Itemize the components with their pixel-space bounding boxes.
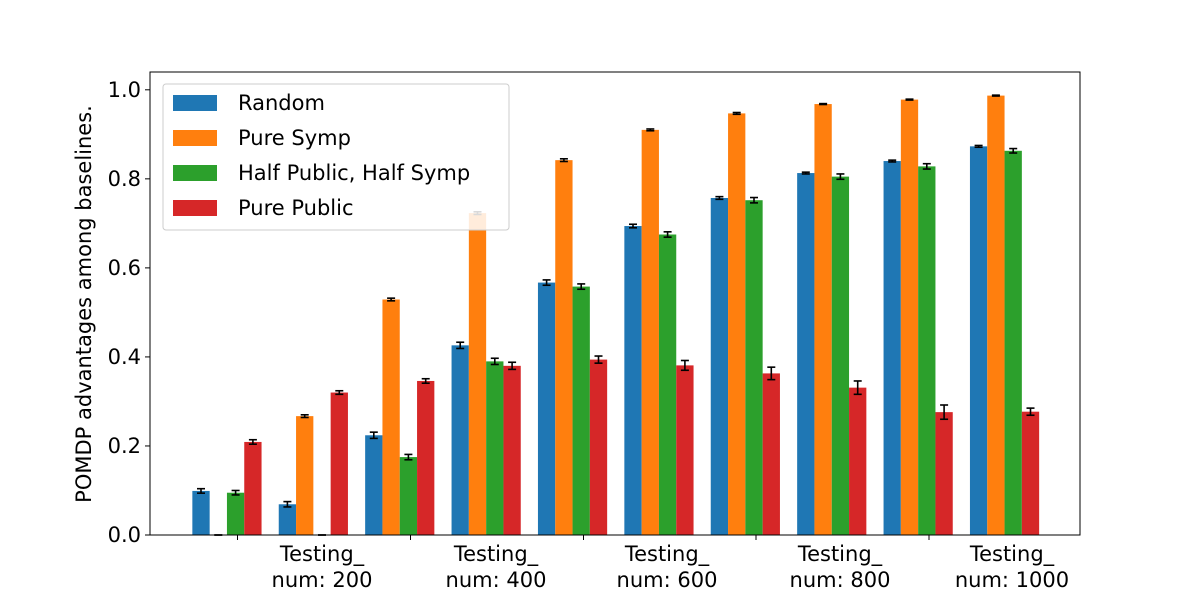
y-tick-label: 0.4	[108, 345, 141, 369]
bar	[278, 504, 297, 535]
bar	[935, 412, 953, 535]
bar	[831, 176, 850, 535]
bar	[468, 213, 487, 535]
legend-label: Pure Public	[238, 196, 354, 220]
bar	[244, 441, 262, 535]
x-tick-label: Testing_ num: 800	[790, 542, 891, 592]
bar	[296, 416, 314, 535]
bar	[849, 387, 867, 535]
x-axis: Testing_ num: 200 Testing_ num: 400 Testing_…	[237, 535, 1069, 592]
bar	[226, 492, 245, 535]
bar	[745, 200, 763, 535]
bar	[1021, 411, 1040, 535]
bar	[555, 160, 573, 535]
bars-layer	[192, 95, 1040, 536]
legend-label: Random	[238, 91, 325, 115]
legend-swatch	[173, 130, 217, 146]
bar	[762, 373, 780, 535]
legend-label: Pure Symp	[238, 126, 351, 150]
x-tick-label: Testing_ num: 1000	[955, 542, 1069, 592]
bar	[710, 197, 729, 536]
bar	[503, 365, 521, 535]
bar	[382, 299, 400, 535]
bar	[624, 226, 642, 536]
bar	[797, 173, 815, 535]
legend-label: Half Public, Half Symp	[238, 161, 470, 185]
y-tick-label: 0.8	[108, 167, 141, 191]
bar	[572, 286, 590, 535]
y-axis: 0.0 0.2 0.4 0.6 0.8 1.0	[108, 78, 150, 547]
legend-swatch	[173, 95, 217, 111]
bar	[641, 129, 659, 536]
bar	[192, 490, 210, 535]
bar	[365, 435, 383, 535]
bar	[987, 95, 1005, 535]
bar	[918, 166, 936, 535]
x-tick-label: Testing_ num: 600	[617, 542, 718, 592]
legend-box	[162, 83, 510, 231]
bar	[883, 161, 901, 536]
legend: Random Pure Symp Half Public, Half Symp Pur…	[162, 83, 510, 231]
plot-frame	[149, 71, 1081, 536]
bar	[537, 282, 556, 535]
legend-swatch	[173, 165, 217, 181]
legend-swatch	[173, 200, 217, 216]
bar	[1004, 150, 1022, 536]
bar	[589, 359, 608, 535]
y-tick-label: 0.0	[108, 523, 141, 547]
y-axis-label: POMDP advantages among baselines.	[72, 105, 96, 503]
bar	[728, 113, 746, 536]
bar	[658, 234, 677, 535]
y-tick-label: 1.0	[108, 78, 141, 102]
y-tick-label: 0.6	[108, 256, 141, 280]
bar	[451, 345, 469, 535]
bar	[486, 361, 504, 536]
bar	[399, 457, 418, 535]
x-tick-label: Testing_ num: 400	[446, 542, 547, 592]
bar	[330, 392, 348, 535]
bar	[417, 380, 435, 535]
bar	[900, 99, 919, 535]
bar	[814, 104, 832, 536]
y-tick-label: 0.2	[108, 434, 141, 458]
x-tick-label: Testing_ num: 200	[272, 542, 373, 592]
bar	[676, 365, 694, 535]
bar	[969, 146, 988, 535]
